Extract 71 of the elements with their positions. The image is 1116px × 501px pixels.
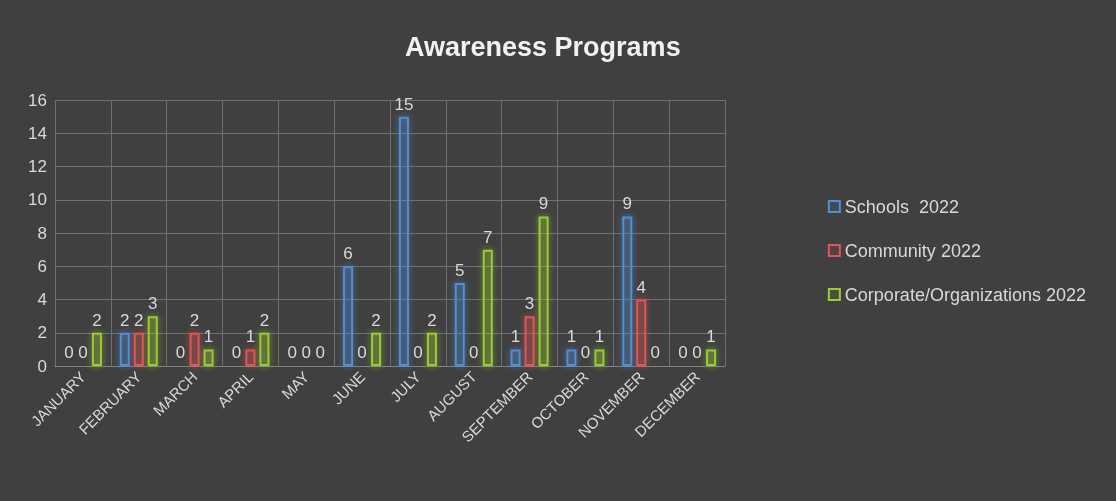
data-label: 2 [259, 310, 270, 330]
data-label: 2 [427, 310, 437, 330]
data-label: 1 [245, 327, 256, 347]
bar [189, 332, 200, 366]
bar [636, 299, 647, 366]
y-tick-label: 12 [28, 157, 47, 176]
data-label: 0 [678, 343, 688, 362]
bar [133, 332, 144, 366]
data-label: 0 [650, 343, 660, 362]
bar [454, 282, 465, 366]
bar [538, 216, 549, 366]
data-label: 1 [566, 327, 577, 347]
y-tick-label: 6 [37, 256, 47, 276]
data-label: 2 [120, 310, 130, 330]
bar [343, 266, 354, 366]
y-tick-label: 8 [37, 223, 47, 243]
legend-label: Community 2022 [844, 240, 981, 261]
data-label: 5 [455, 260, 465, 280]
bar [371, 332, 382, 366]
bar [203, 349, 214, 366]
data-label: 6 [343, 244, 353, 264]
data-label: 0 [315, 343, 325, 362]
data-label: 2 [92, 310, 102, 330]
bar [622, 216, 633, 366]
data-label: 0 [175, 343, 186, 362]
data-label: 1 [706, 327, 716, 347]
bar [398, 116, 409, 366]
data-label: 15 [394, 94, 414, 114]
data-label: 0 [580, 343, 591, 362]
data-label: 4 [636, 277, 646, 297]
y-tick-label: 14 [28, 123, 47, 143]
y-tick-label: 0 [37, 356, 47, 376]
data-label: 0 [231, 343, 242, 362]
chart-title: Awareness Programs [405, 31, 681, 62]
y-tick-label: 2 [37, 323, 47, 343]
data-label: 1 [594, 327, 605, 347]
y-tick-label: 16 [28, 90, 47, 110]
y-tick-label: 10 [28, 190, 47, 210]
bar [119, 332, 130, 366]
data-label: 0 [78, 343, 88, 362]
bar [524, 316, 535, 366]
data-label: 0 [64, 343, 74, 362]
bar [259, 332, 270, 366]
bar [91, 332, 102, 366]
data-label: 0 [301, 343, 311, 362]
legend-label: Schools 2022 [844, 196, 959, 217]
y-tick-label: 4 [37, 290, 47, 309]
bar [147, 316, 158, 366]
bar [245, 349, 256, 366]
bar [566, 349, 577, 366]
data-label: 0 [692, 343, 702, 362]
bar [510, 349, 521, 366]
bar [426, 332, 437, 366]
data-label: 0 [469, 343, 479, 362]
data-label: 2 [371, 310, 381, 330]
data-label: 1 [203, 327, 214, 347]
data-label: 7 [483, 227, 493, 247]
legend-label: Corporate/Organizations 2022 [844, 284, 1087, 305]
data-label: 0 [287, 343, 297, 362]
data-label: 3 [148, 294, 158, 314]
data-label: 0 [413, 343, 423, 362]
bar [706, 349, 717, 366]
data-label: 0 [357, 343, 367, 362]
bar [482, 249, 493, 366]
bar [594, 349, 605, 366]
data-label: 3 [524, 294, 535, 314]
data-label: 9 [622, 194, 632, 214]
data-label: 9 [538, 194, 549, 214]
data-label: 2 [189, 310, 200, 330]
data-label: 2 [134, 310, 144, 330]
data-label: 1 [510, 327, 521, 347]
